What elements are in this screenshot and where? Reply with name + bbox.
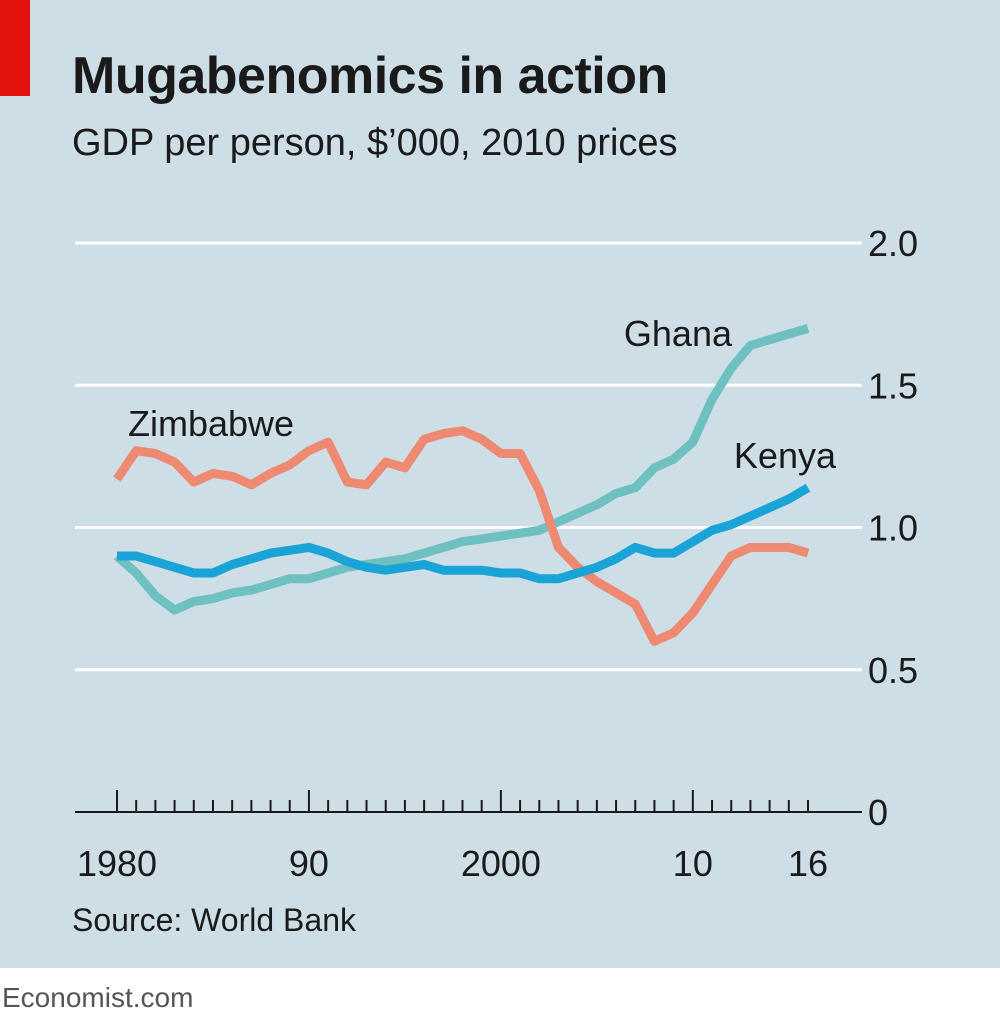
series-label-ghana: Ghana <box>624 313 733 354</box>
series-label-kenya: Kenya <box>734 435 837 476</box>
chart-title: Mugabenomics in action <box>72 47 668 105</box>
x-tick-label-1: 90 <box>289 843 329 884</box>
series-label-zimbabwe: Zimbabwe <box>128 403 294 444</box>
series-line-ghana <box>114 324 810 615</box>
series-lines <box>113 324 811 646</box>
y-tick-label-3: 1.5 <box>868 365 918 406</box>
x-tick-label-4: 16 <box>788 843 828 884</box>
y-tick-label-2: 1.0 <box>868 508 918 549</box>
line-chart: 0 0.5 1.0 1.5 2.0 1980 90 2000 10 16 Zimbabwe Gha… <box>75 223 918 884</box>
y-tick-label-0: 0 <box>868 792 888 833</box>
y-tick-label-4: 2.0 <box>868 223 918 264</box>
x-axis-labels: 1980 90 2000 10 16 <box>77 843 828 884</box>
x-tick-label-0: 1980 <box>77 843 157 884</box>
x-tick-label-2: 2000 <box>461 843 541 884</box>
brand-footer: Economist.com <box>2 982 194 1013</box>
x-tick-label-3: 10 <box>673 843 713 884</box>
series-line-zimbabwe <box>113 426 810 646</box>
chart-subtitle: GDP per person, $’000, 2010 prices <box>72 122 678 164</box>
source-note: Source: World Bank <box>72 902 356 938</box>
accent-bar <box>0 0 30 96</box>
series-annotations: Zimbabwe Ghana Kenya <box>128 313 837 476</box>
y-axis-labels: 0 0.5 1.0 1.5 2.0 <box>868 223 918 833</box>
x-axis <box>75 790 862 813</box>
y-tick-label-1: 0.5 <box>868 650 918 691</box>
series-line-kenya <box>117 483 811 584</box>
